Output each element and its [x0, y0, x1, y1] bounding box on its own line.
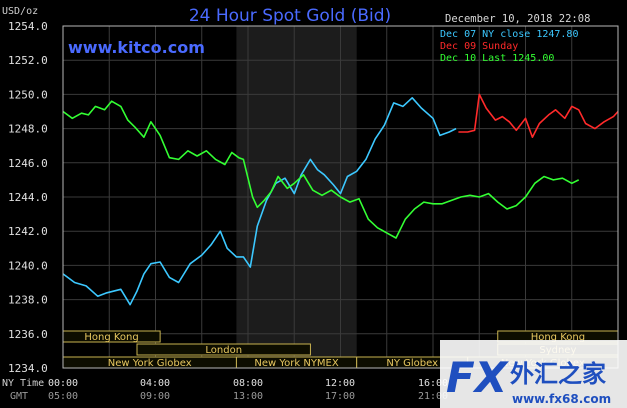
price-series	[62, 93, 619, 306]
legend-item-dec07: Dec 07 NY close 1247.80	[440, 29, 578, 40]
session-label: Hong Kong	[84, 332, 138, 343]
legend: Dec 07 NY close 1247.80 Dec 09 Sunday De…	[440, 29, 578, 64]
gmt-label: GMT	[10, 391, 28, 402]
watermark-cn-logo: 外汇之家	[510, 360, 606, 388]
ny-tick-1200: 12:00	[325, 378, 355, 389]
ny-tick-0400: 04:00	[140, 378, 170, 389]
ny-tick-1600: 16:00	[418, 378, 448, 389]
session-label: Hong Kong	[531, 332, 585, 343]
series-line-series1	[458, 93, 619, 138]
gmt-tick-0500: 05:00	[48, 391, 78, 402]
y-tick-label: 1238.0	[8, 294, 48, 307]
chart-timestamp: December 10, 2018 22:08	[445, 13, 590, 25]
legend-item-dec09: Dec 09 Sunday	[440, 41, 518, 52]
plot-frame	[62, 25, 619, 369]
y-tick-label: 1240.0	[8, 259, 48, 272]
session-band: Hong Kong	[62, 330, 161, 343]
session-label: NY Globex	[386, 358, 438, 369]
y-tick-label: 1246.0	[8, 157, 48, 170]
ny-tick-0800: 08:00	[233, 378, 263, 389]
y-tick-label: 1252.0	[8, 54, 48, 67]
watermark-backdrop	[440, 340, 627, 408]
y-tick-label: 1234.0	[8, 362, 48, 375]
ny-tick-0000: 00:00	[48, 378, 78, 389]
series-line-series2	[62, 100, 580, 239]
y-tick-label: 1248.0	[8, 123, 48, 136]
ny-time-label: NY Time	[2, 378, 44, 389]
session-box	[136, 343, 311, 356]
watermark-fx-logo: FX	[446, 353, 510, 402]
y-tick-label: 1254.0	[8, 20, 48, 33]
session-label: New York Globex	[108, 358, 192, 369]
y-axis-ticks: 1234.0 1236.0 1238.0 1240.0 1242.0 1244.0 1246…	[8, 20, 48, 375]
y-tick-label: 1244.0	[8, 191, 48, 204]
session-label: London	[205, 345, 242, 356]
legend-item-dec10: Dec 10 Last 1245.00	[440, 53, 554, 64]
time-axis: NY Time GMT 00:00 04:00 08:00 12:00 16:0…	[2, 378, 448, 402]
session-band: London	[136, 343, 311, 356]
series-line-series0	[62, 97, 457, 306]
website-label: www.kitco.com	[68, 38, 205, 57]
y-tick-label: 1236.0	[8, 328, 48, 341]
gmt-tick-1700: 17:00	[325, 391, 355, 402]
session-band: New York NYMEX	[235, 356, 358, 369]
session-label: New York NYMEX	[254, 358, 339, 369]
y-tick-label: 1250.0	[8, 88, 48, 101]
watermark-url: www.fx68.com	[512, 392, 611, 406]
chart-title: 24 Hour Spot Gold (Bid)	[189, 6, 391, 26]
gmt-tick-1300: 13:00	[233, 391, 263, 402]
y-tick-label: 1242.0	[8, 225, 48, 238]
gmt-tick-0900: 09:00	[140, 391, 170, 402]
gmt-tick-2100: 21:00	[418, 391, 448, 402]
session-band: New York Globex	[62, 356, 237, 369]
watermark: FX 外汇之家 www.fx68.com	[440, 340, 627, 408]
y-axis-unit: USD/oz	[2, 6, 38, 17]
